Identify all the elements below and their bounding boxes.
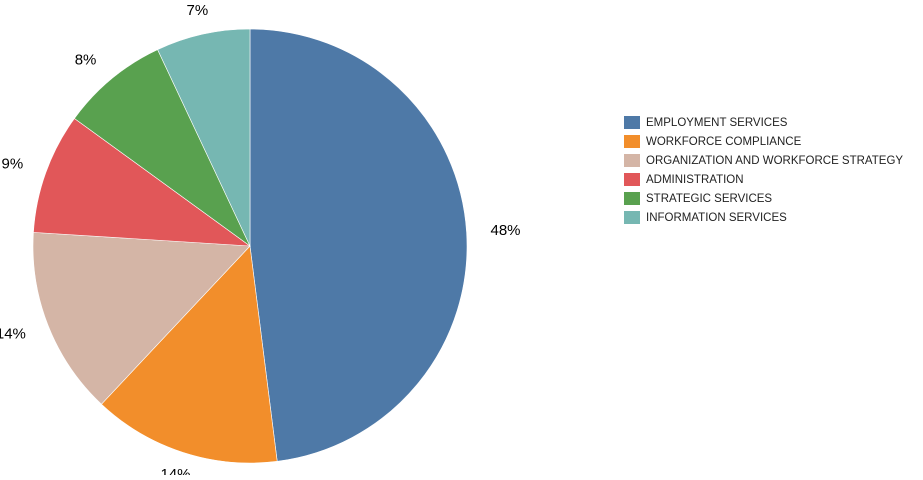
legend-item-administration: ADMINISTRATION	[624, 173, 744, 186]
pie-slices	[32, 28, 468, 464]
legend-item-organization-and-workforce-strategy: ORGANIZATION AND WORKFORCE STRATEGY	[624, 154, 903, 167]
data-label-workforce-compliance: 14%	[160, 466, 190, 475]
legend-swatch-information-services	[624, 211, 640, 224]
pie-slice-information-services	[157, 28, 251, 247]
legend-swatch-organization-and-workforce-strategy	[624, 154, 640, 167]
legend-label-administration: ADMINISTRATION	[646, 174, 744, 186]
legend-item-workforce-compliance: WORKFORCE COMPLIANCE	[624, 135, 802, 148]
legend-swatch-strategic-services	[624, 192, 640, 205]
pie-slice-workforce-compliance	[101, 245, 278, 464]
legend-label-strategic-services: STRATEGIC SERVICES	[646, 193, 772, 205]
data-label-employment-services: 48%	[491, 222, 521, 239]
legend-item-information-services: INFORMATION SERVICES	[624, 211, 787, 224]
legend-swatch-administration	[624, 173, 640, 186]
legend-swatch-workforce-compliance	[624, 135, 640, 148]
pie-slice-administration	[33, 118, 252, 247]
data-label-strategic-services: 8%	[75, 51, 97, 68]
legend-label-workforce-compliance: WORKFORCE COMPLIANCE	[646, 136, 802, 148]
pie-slice-employment-services	[249, 28, 468, 462]
legend-label-information-services: INFORMATION SERVICES	[646, 212, 787, 224]
legend-label-employment-services: EMPLOYMENT SERVICES	[646, 117, 788, 129]
pie-slice-strategic-services	[74, 49, 251, 247]
data-label-organization-and-workforce-strategy: 14%	[0, 326, 26, 343]
data-label-information-services: 7%	[187, 2, 209, 19]
legend-label-organization-and-workforce-strategy: ORGANIZATION AND WORKFORCE STRATEGY	[646, 155, 903, 167]
legend: EMPLOYMENT SERVICES WORKFORCE COMPLIANCE O…	[624, 116, 903, 224]
pie-data-labels: 48% 14% 14% 9% 8% 7%	[0, 2, 521, 480]
legend-item-employment-services: EMPLOYMENT SERVICES	[624, 116, 788, 129]
legend-swatch-employment-services	[624, 116, 640, 129]
data-label-administration: 9%	[2, 155, 24, 172]
pie-slice-organization-and-workforce-strategy	[32, 232, 251, 405]
legend-item-strategic-services: STRATEGIC SERVICES	[624, 192, 772, 205]
